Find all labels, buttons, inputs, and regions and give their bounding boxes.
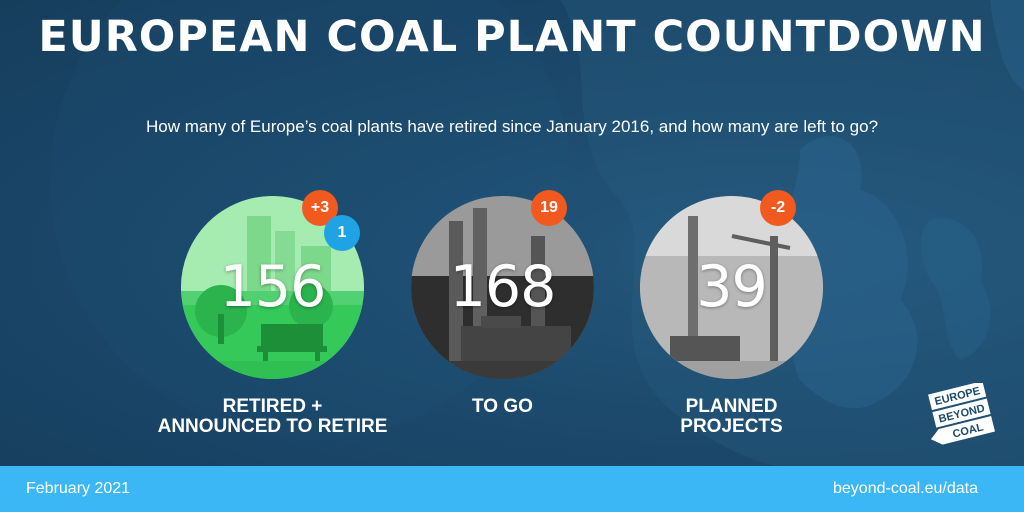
planned-circle: 39 [640, 196, 823, 379]
page-title: EUROPEAN COAL PLANT COUNTDOWN [38, 12, 986, 62]
planned-count: 39 [696, 254, 768, 320]
europe-beyond-coal-logo: EUROPE BEYOND COAL [928, 383, 995, 445]
to-go-circle: 168 [411, 196, 594, 379]
retired-label: RETIRED + ANNOUNCED TO RETIRE [150, 397, 395, 437]
to-go-count: 168 [449, 254, 557, 320]
planned-label-line1: PLANNED [685, 396, 778, 417]
footer-url[interactable]: beyond-coal.eu/data [833, 480, 978, 497]
power-plant-illustration [411, 196, 594, 379]
planned-label: PLANNED PROJECTS [640, 397, 823, 437]
footer-date: February 2021 [26, 480, 131, 497]
retired-secondary-badge: 1 [324, 215, 360, 251]
retired-label-line2: ANNOUNCED TO RETIRE [157, 416, 388, 437]
planned-change-badge: -2 [760, 190, 796, 226]
retired-count: 156 [219, 254, 327, 320]
retired-label-line1: RETIRED + [222, 396, 323, 417]
to-go-label: TO GO [411, 397, 594, 417]
planned-label-line2: PROJECTS [680, 416, 783, 437]
to-go-label-line1: TO GO [472, 396, 533, 417]
to-go-change-badge: 19 [531, 190, 567, 226]
page-subtitle: How many of Europe’s coal plants have re… [145, 117, 879, 136]
footer-bar: February 2021 beyond-coal.eu/data [0, 466, 1024, 512]
